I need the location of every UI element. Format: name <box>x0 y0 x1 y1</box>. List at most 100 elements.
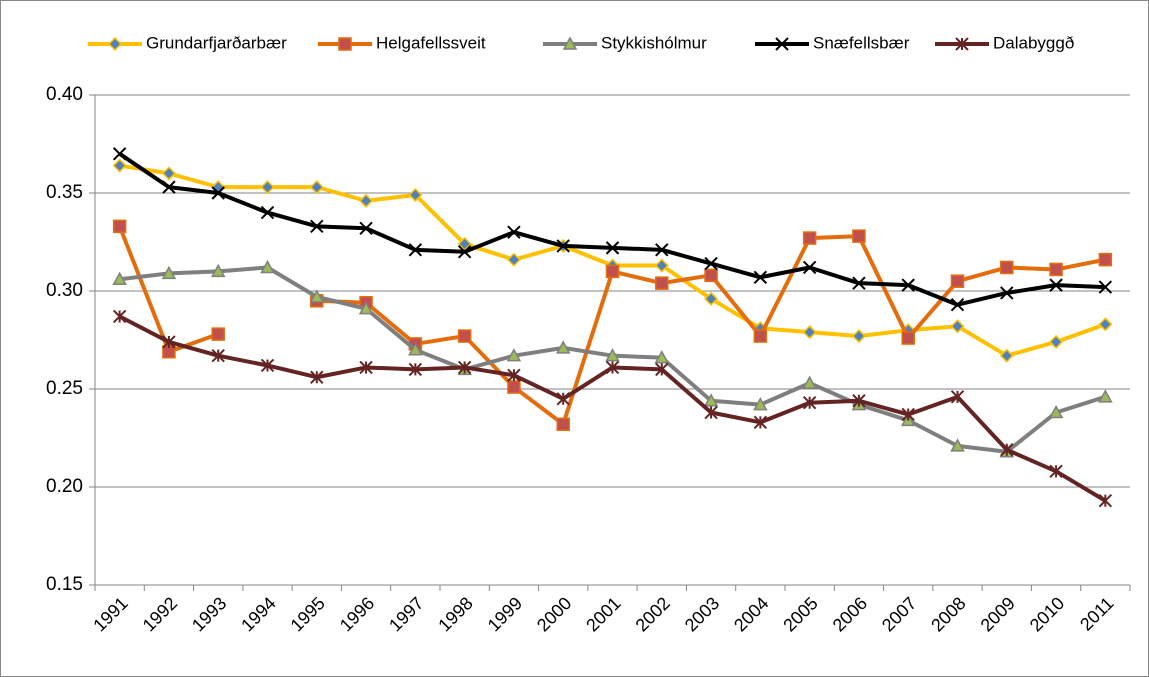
marker <box>112 147 127 161</box>
marker <box>112 158 127 173</box>
marker <box>107 36 123 52</box>
legend-label: Snæfellsbær <box>813 33 910 52</box>
y-tick-label: 0.35 <box>46 182 83 203</box>
marker <box>655 362 669 377</box>
marker <box>999 348 1014 363</box>
marker <box>507 368 521 382</box>
marker <box>1098 317 1113 332</box>
series <box>112 147 1113 312</box>
marker <box>802 231 817 245</box>
marker <box>309 180 324 195</box>
marker <box>1048 404 1064 419</box>
legend-label: Helgafellssveit <box>376 33 486 52</box>
marker <box>457 245 472 259</box>
marker <box>260 259 275 274</box>
marker <box>654 258 669 273</box>
marker <box>408 187 423 203</box>
marker <box>359 221 373 235</box>
marker <box>457 329 472 343</box>
marker <box>507 225 521 239</box>
marker <box>1000 286 1014 300</box>
marker <box>260 358 275 373</box>
marker <box>901 407 915 422</box>
marker <box>655 243 669 257</box>
marker <box>161 265 177 280</box>
marker <box>802 260 817 275</box>
marker <box>802 375 817 389</box>
y-tick-label: 0.20 <box>46 476 83 497</box>
series <box>112 219 1113 432</box>
marker <box>1049 278 1063 292</box>
marker <box>1000 260 1014 275</box>
marker <box>408 243 423 257</box>
marker <box>655 276 669 290</box>
marker <box>359 193 374 208</box>
marker <box>703 393 719 407</box>
marker <box>556 392 570 406</box>
y-tick-label: 0.15 <box>46 574 83 595</box>
marker <box>211 327 225 341</box>
marker <box>338 37 352 51</box>
legend-label: Grundarfjarðarbær <box>146 33 287 52</box>
marker <box>408 342 423 356</box>
marker <box>852 229 866 243</box>
marker <box>851 329 866 344</box>
marker <box>506 252 521 267</box>
legend-label: Stykkishólmur <box>601 33 707 52</box>
marker <box>704 268 718 283</box>
marker <box>556 417 570 432</box>
marker <box>704 291 719 306</box>
marker <box>555 340 571 354</box>
marker <box>605 241 620 255</box>
marker <box>802 396 817 410</box>
marker <box>506 348 522 362</box>
marker <box>1098 494 1113 508</box>
marker <box>1000 443 1014 457</box>
marker <box>950 438 965 452</box>
marker <box>1098 252 1113 267</box>
series <box>112 309 1113 508</box>
marker <box>1049 464 1063 479</box>
marker <box>358 301 374 315</box>
marker <box>901 331 915 345</box>
marker <box>852 394 866 408</box>
marker <box>556 239 570 253</box>
marker <box>704 405 718 420</box>
marker <box>309 289 325 303</box>
marker <box>950 390 965 404</box>
marker <box>950 319 965 334</box>
marker <box>654 350 670 364</box>
marker <box>562 36 578 50</box>
marker <box>112 271 127 285</box>
marker <box>605 360 620 375</box>
y-tick-label: 0.30 <box>46 280 83 301</box>
marker <box>901 278 915 292</box>
marker <box>605 264 620 279</box>
marker <box>112 219 127 234</box>
marker <box>1049 262 1063 277</box>
marker <box>260 205 275 220</box>
marker <box>507 380 521 394</box>
marker <box>210 263 226 278</box>
marker <box>260 180 275 195</box>
marker <box>802 325 817 340</box>
legend-label: Dalabyggð <box>993 33 1074 52</box>
y-tick-label: 0.40 <box>46 84 83 105</box>
marker <box>950 298 965 312</box>
y-tick-label: 0.25 <box>46 378 83 399</box>
marker <box>753 329 768 343</box>
marker <box>605 348 620 362</box>
marker <box>1098 389 1113 403</box>
marker <box>162 335 176 349</box>
marker <box>775 37 789 51</box>
marker <box>1098 280 1113 294</box>
marker <box>852 276 866 290</box>
marker <box>162 180 176 194</box>
marker <box>112 309 127 324</box>
marker <box>457 360 472 375</box>
marker <box>704 256 718 271</box>
marker <box>1049 334 1064 350</box>
marker <box>753 270 768 284</box>
marker <box>753 397 768 411</box>
